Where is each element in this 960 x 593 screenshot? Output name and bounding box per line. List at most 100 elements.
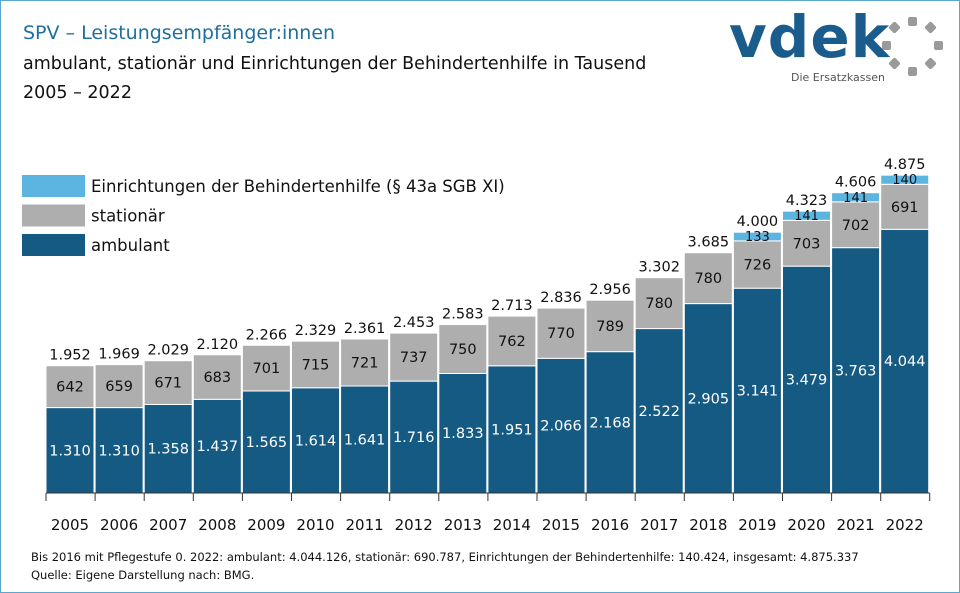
bar-stationaer-2012 [389, 332, 439, 382]
chart-bars: 1.310 642 1.952 1.310 659 1.969 1.358 671 2.029 1… [45, 157, 930, 494]
legend-label-stationaer: stationär [91, 207, 165, 226]
bar-ambulant-2018 [683, 303, 733, 494]
x-tick-label-2007: 2007 [149, 516, 187, 534]
bar-ambulant-2014 [487, 365, 537, 494]
total-label-2006: 1.969 [98, 347, 140, 363]
total-label-2011: 2.361 [344, 321, 386, 337]
bar-stationaer-2006 [94, 364, 144, 409]
x-tick-label-2022: 2022 [886, 516, 924, 534]
bar-stationaer-2008 [192, 354, 242, 400]
bar-ambulant-2005 [45, 407, 95, 494]
value-label-einrichtungen-2019: 133 [745, 230, 770, 245]
value-label-stationaer-2014: 762 [498, 334, 526, 350]
value-label-ambulant-2012: 1.716 [393, 430, 435, 446]
legend-label-einrichtungen: Einrichtungen der Behindertenhilfe (§ 43… [91, 177, 505, 196]
value-label-stationaer-2017: 780 [645, 296, 673, 312]
value-label-ambulant-2019: 3.141 [737, 384, 779, 400]
total-label-2022: 4.875 [884, 157, 926, 173]
value-label-stationaer-2011: 721 [351, 356, 379, 372]
bar-stationaer-2009 [241, 344, 291, 392]
chart-period: 2005 – 2022 [23, 83, 132, 103]
total-label-2018: 3.685 [688, 235, 730, 251]
value-label-ambulant-2006: 1.310 [98, 443, 140, 459]
bar-ambulant-2008 [192, 398, 242, 494]
bar-ambulant-2009 [241, 390, 291, 494]
value-label-stationaer-2007: 671 [154, 376, 182, 392]
total-label-2017: 3.302 [638, 260, 680, 276]
value-label-ambulant-2022: 4.044 [884, 354, 926, 370]
bar-stationaer-2010 [291, 340, 340, 389]
x-tick-label-2009: 2009 [247, 516, 285, 534]
legend-swatch-stationaer [22, 204, 85, 227]
value-label-einrichtungen-2022: 140 [892, 173, 917, 188]
value-label-stationaer-2008: 683 [203, 370, 231, 386]
x-tick-label-2010: 2010 [296, 516, 334, 534]
bar-stationaer-2018 [683, 252, 733, 305]
value-label-ambulant-2013: 1.833 [442, 426, 484, 442]
value-label-ambulant-2014: 1.951 [491, 422, 533, 438]
value-label-stationaer-2010: 715 [302, 357, 330, 373]
bar-stationaer-2011 [340, 338, 390, 387]
value-label-ambulant-2016: 2.168 [589, 415, 631, 431]
value-label-einrichtungen-2021: 141 [843, 191, 868, 206]
value-label-ambulant-2021: 3.763 [835, 363, 877, 379]
bar-stationaer-2016 [585, 299, 635, 353]
bar-einrichtungen-2020 [782, 210, 831, 221]
value-label-stationaer-2009: 701 [253, 361, 281, 377]
chart-legend: Einrichtungen der Behindertenhilfe (§ 43… [22, 175, 505, 256]
total-label-2021: 4.606 [835, 175, 877, 191]
value-label-ambulant-2008: 1.437 [197, 439, 239, 455]
source-note: Quelle: Eigene Darstellung nach: BMG. [31, 568, 255, 582]
chart-title: SPV – Leistungsempfänger:innen [23, 22, 336, 44]
total-label-2010: 2.329 [295, 323, 337, 339]
x-tick-label-2014: 2014 [493, 516, 531, 534]
logo-tagline: Die Ersatzkassen [791, 71, 885, 84]
bar-stationaer-2020 [782, 219, 831, 267]
legend-label-ambulant: ambulant [91, 236, 170, 255]
x-tick-label-2019: 2019 [738, 516, 776, 534]
bar-ambulant-2022 [880, 228, 930, 494]
value-label-stationaer-2016: 789 [596, 319, 624, 335]
value-label-stationaer-2013: 750 [449, 342, 477, 358]
total-label-2016: 2.956 [589, 282, 631, 298]
x-tick-label-2016: 2016 [591, 516, 629, 534]
value-label-ambulant-2018: 2.905 [688, 391, 730, 407]
x-tick-label-2021: 2021 [837, 516, 875, 534]
vdek-logo: vdek Die Ersatzkassen [729, 3, 949, 87]
value-label-stationaer-2018: 780 [694, 271, 722, 287]
value-label-ambulant-2007: 1.358 [147, 442, 189, 458]
value-label-stationaer-2021: 702 [842, 218, 870, 234]
bar-einrichtungen-2022 [880, 174, 930, 185]
value-label-stationaer-2022: 691 [891, 200, 919, 216]
x-tick-label-2020: 2020 [787, 516, 825, 534]
bar-ambulant-2011 [340, 385, 390, 494]
x-tick-label-2012: 2012 [395, 516, 433, 534]
bar-stationaer-2007 [143, 360, 193, 405]
dotted-ring-icon [882, 17, 943, 76]
legend-swatch-einrichtungen [22, 175, 85, 197]
x-tick-label-2005: 2005 [51, 516, 89, 534]
total-label-2014: 2.713 [491, 298, 533, 314]
logo-wordmark: vdek [729, 3, 891, 71]
footnote: Bis 2016 mit Pflegestufe 0. 2022: ambula… [31, 550, 859, 564]
bar-stationaer-2014 [487, 315, 537, 367]
x-tick-label-2013: 2013 [444, 516, 482, 534]
x-axis: 2005 2006 2007 2008 2009 2010 2011 2012 2013 2014… [45, 492, 931, 534]
value-label-stationaer-2019: 726 [744, 258, 772, 274]
value-label-stationaer-2006: 659 [105, 379, 133, 395]
bar-stationaer-2021 [831, 201, 881, 249]
total-label-2019: 4.000 [737, 214, 779, 230]
chart-subtitle: ambulant, stationär und Einrichtungen de… [23, 54, 647, 74]
legend-swatch-ambulant [22, 234, 85, 256]
bar-stationaer-2005 [45, 365, 95, 409]
bar-stationaer-2015 [536, 307, 586, 359]
value-label-ambulant-2010: 1.614 [295, 433, 337, 449]
total-label-2020: 4.323 [786, 193, 828, 209]
bar-ambulant-2006 [94, 407, 144, 494]
value-label-ambulant-2011: 1.641 [344, 433, 386, 449]
value-label-ambulant-2020: 3.479 [786, 373, 828, 389]
total-label-2013: 2.583 [442, 307, 484, 323]
value-label-stationaer-2005: 642 [56, 380, 84, 396]
